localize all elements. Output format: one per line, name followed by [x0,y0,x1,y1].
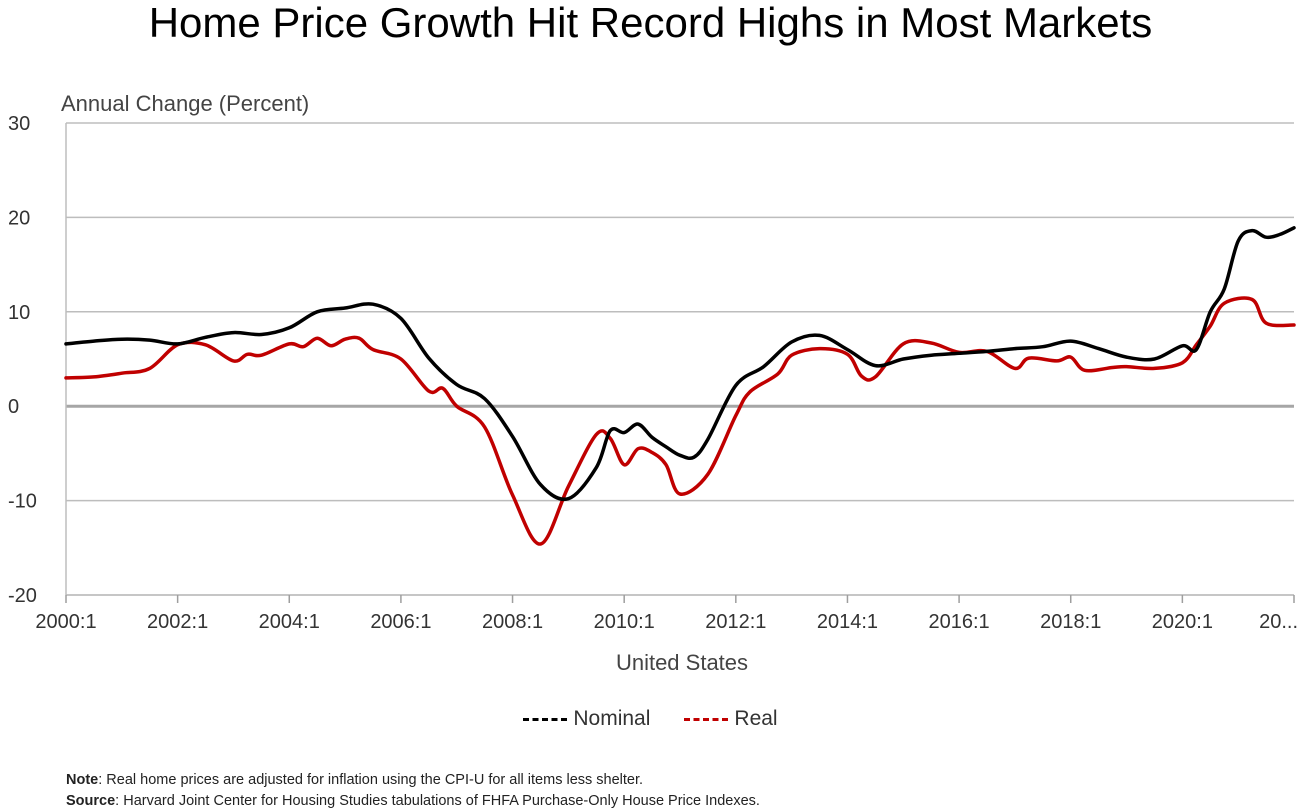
legend: Nominal Real [0,707,1301,731]
series-lines [64,226,1296,546]
x-tick-label: 2010:1 [594,611,655,633]
legend-item-real: Real [684,707,778,731]
x-tick-label: 2002:1 [147,611,208,633]
note-text: : Real home prices are adjusted for infl… [98,772,644,788]
x-tick-label: 2014:1 [817,611,878,633]
series-line-nominal [64,226,1296,502]
source-label: Source [66,793,116,809]
x-tick-label: 2008:1 [482,611,543,633]
x-tick-label: 2020:1 [1152,611,1213,633]
legend-item-nominal: Nominal [523,707,650,731]
x-tick-label: 2018:1 [1040,611,1101,633]
y-tick-label: -20 [8,585,37,607]
x-tick-label: 2004:1 [259,611,320,633]
x-tick-label: 2016:1 [929,611,990,633]
legend-swatch-nominal [523,717,568,721]
y-tick-label: 0 [8,396,19,418]
y-axis-label: Annual Change (Percent) [61,91,309,116]
legend-swatch-real [684,717,729,721]
x-tick-labels: 2000:1 2002:1 2004:1 2006:1 2008:1 2010:1 2012… [35,611,1298,633]
note-label: Note [66,772,99,788]
y-tick-label: 30 [8,113,30,135]
y-tick-label: 10 [8,302,30,324]
x-tick-label: 2006:1 [370,611,431,633]
x-axis-label: United States [616,650,748,675]
x-tick-label: 2012:1 [705,611,766,633]
legend-label-real: Real [734,707,778,730]
note-line: Note: Real home prices are adjusted for … [66,771,643,789]
source-text: : Harvard Joint Center for Housing Studi… [115,793,760,809]
source-line: Source: Harvard Joint Center for Housing… [66,792,760,810]
legend-label-nominal: Nominal [573,707,651,730]
x-tick-label: 2000:1 [35,611,96,633]
grid-lines [65,122,1295,603]
x-tick-label: 20... [1259,611,1298,633]
chart-title: Home Price Growth Hit Record Highs in Mo… [148,0,1153,46]
series-line-real [64,296,1296,546]
y-tick-labels: 30 20 10 0 -10 -20 [8,113,37,607]
y-tick-label: 20 [8,207,30,229]
y-tick-label: -10 [8,491,37,513]
